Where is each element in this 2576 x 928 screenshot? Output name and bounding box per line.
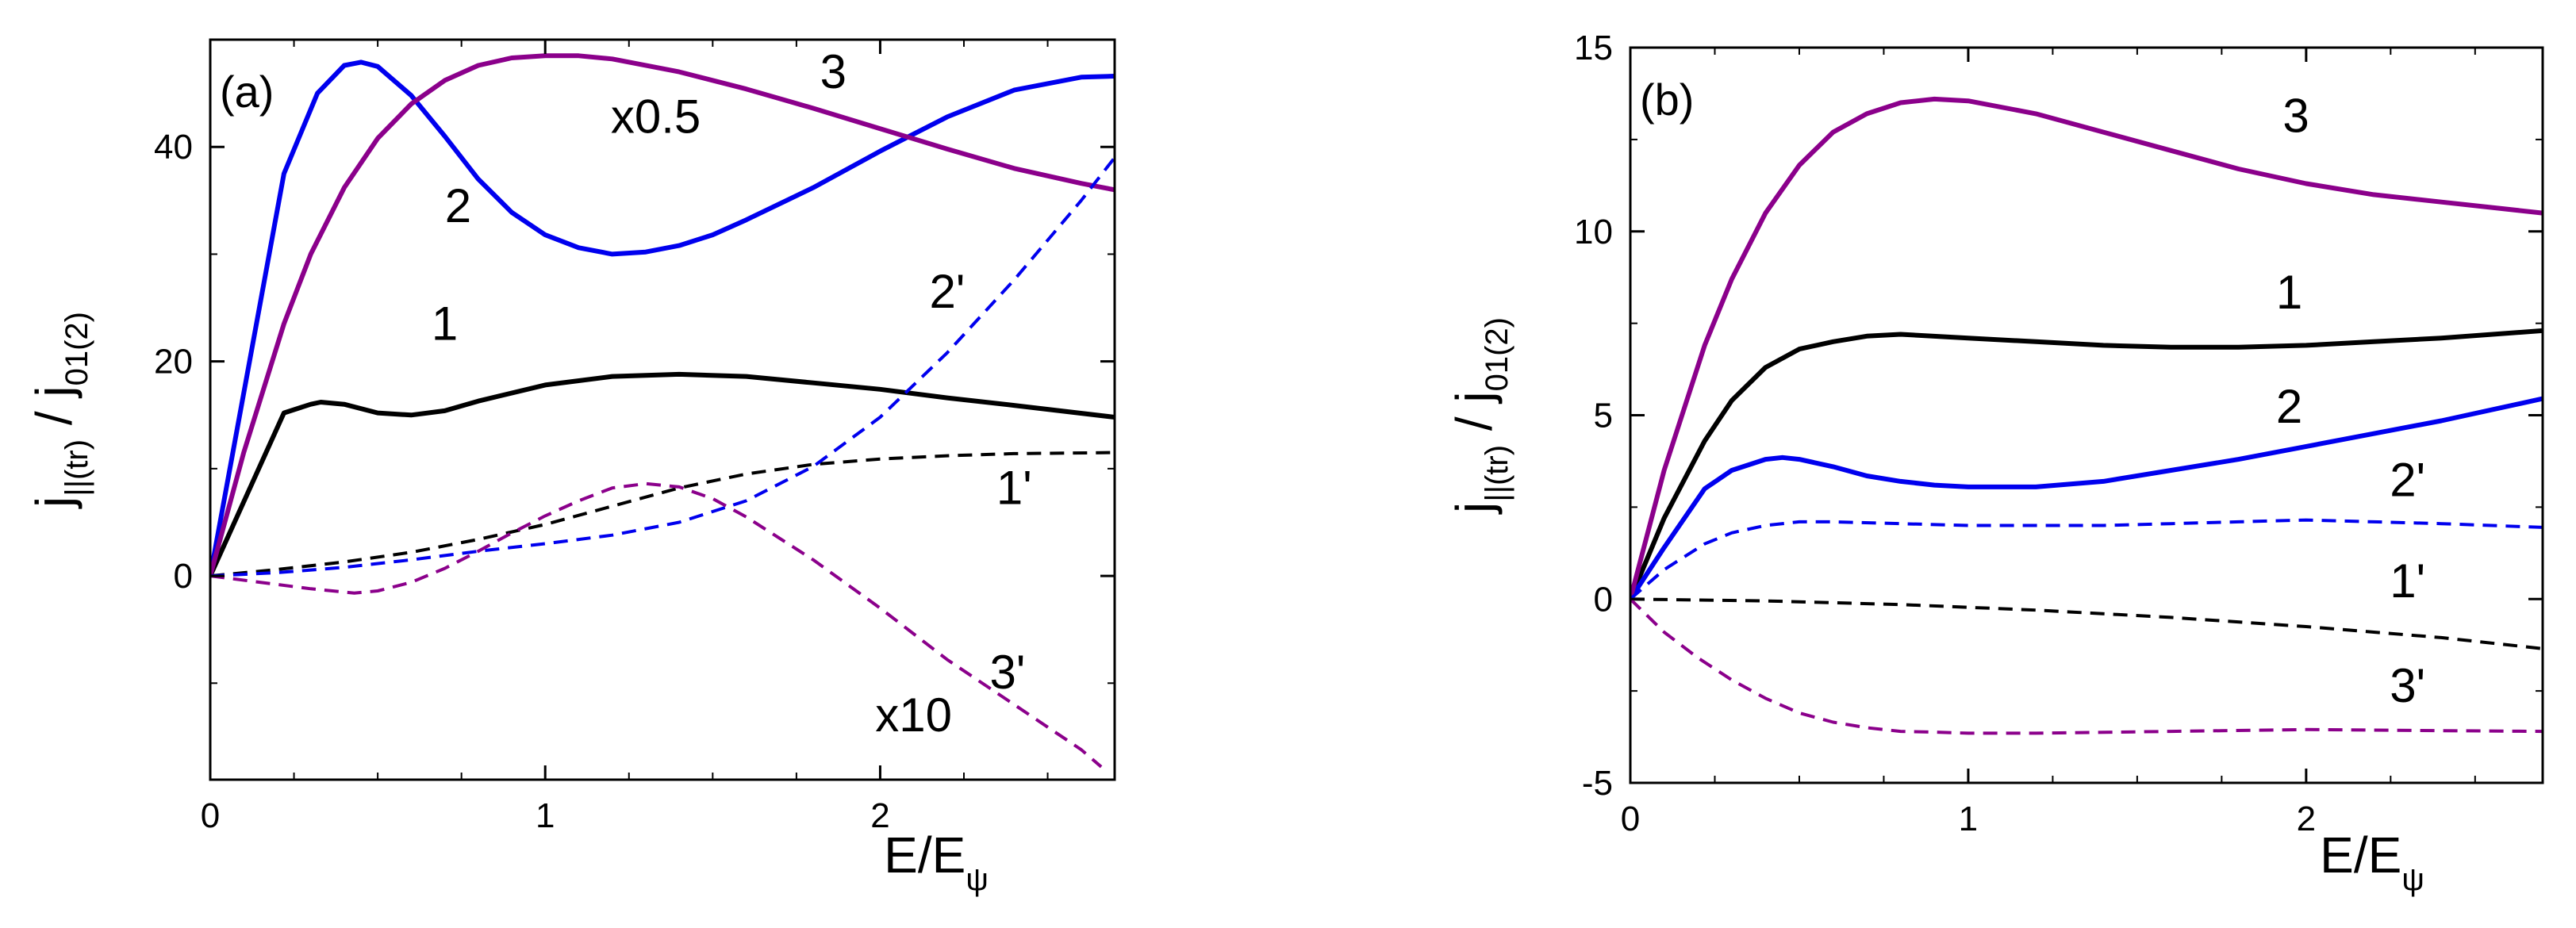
curve-label-3-prime: 3' xyxy=(989,646,1025,699)
x-tick-label: 0 xyxy=(1621,800,1640,838)
series-line-3 xyxy=(210,53,1115,577)
x-axis-title: E/Eψ xyxy=(2320,826,2424,897)
x-axis-title: E/Eψ xyxy=(884,826,989,897)
y-axis-title: j||(tr) / j01(2) xyxy=(25,312,94,509)
series-line-1-prime xyxy=(1630,597,2543,650)
panel-label: (a) xyxy=(220,67,274,117)
series-group xyxy=(1630,96,2543,735)
annotation-text: x0.5 xyxy=(611,90,701,144)
y-tick-label: -5 xyxy=(1582,764,1613,803)
x-tick-label: 2 xyxy=(2297,800,2316,838)
x-tick-label: 1 xyxy=(536,796,555,835)
y-tick-label: 40 xyxy=(154,128,193,167)
y-tick-label: 10 xyxy=(1574,213,1613,251)
series-line-1 xyxy=(1630,328,2543,600)
curve-label-1: 1 xyxy=(432,297,458,351)
series-line-3-prime xyxy=(1630,597,2543,735)
y-tick-label: 15 xyxy=(1574,29,1613,67)
curve-label-2: 2 xyxy=(2276,380,2302,433)
x-tick-label: 0 xyxy=(201,796,220,835)
series-group xyxy=(210,53,1115,769)
curve-label-3: 3 xyxy=(820,45,847,98)
y-axis-title: j||(tr) / j01(2) xyxy=(1445,317,1515,515)
y-tick-label: 20 xyxy=(154,343,193,382)
x-tick-label: 2 xyxy=(870,796,889,835)
series-line-2-prime xyxy=(1630,518,2543,600)
series-line-2 xyxy=(210,59,1115,577)
x-tick-label: 1 xyxy=(1959,800,1978,838)
y-tick-label: 0 xyxy=(174,557,193,596)
curve-label-2-prime: 2' xyxy=(2390,453,2425,506)
curve-label-1-prime: 1' xyxy=(2390,554,2425,608)
curve-label-1-prime: 1' xyxy=(996,461,1032,514)
annotation-text: x10 xyxy=(875,688,952,742)
plot-frame xyxy=(209,38,1116,781)
series-line-3-prime xyxy=(210,481,1103,769)
curve-label-3: 3 xyxy=(2282,90,2309,143)
series-line-1-prime xyxy=(210,451,1115,578)
series-line-2 xyxy=(1630,396,2543,600)
curve-label-3-prime: 3' xyxy=(2390,659,2425,712)
curve-label-1: 1 xyxy=(2276,266,2302,319)
series-line-2-prime xyxy=(210,156,1115,578)
panel-label: (b) xyxy=(1640,75,1694,125)
curve-label-2-prime: 2' xyxy=(929,265,965,318)
y-tick-label: 5 xyxy=(1594,397,1613,435)
y-tick-label: 0 xyxy=(1594,580,1613,619)
curve-label-2: 2 xyxy=(445,179,471,232)
series-line-3 xyxy=(1630,96,2543,600)
series-line-1 xyxy=(210,371,1115,577)
